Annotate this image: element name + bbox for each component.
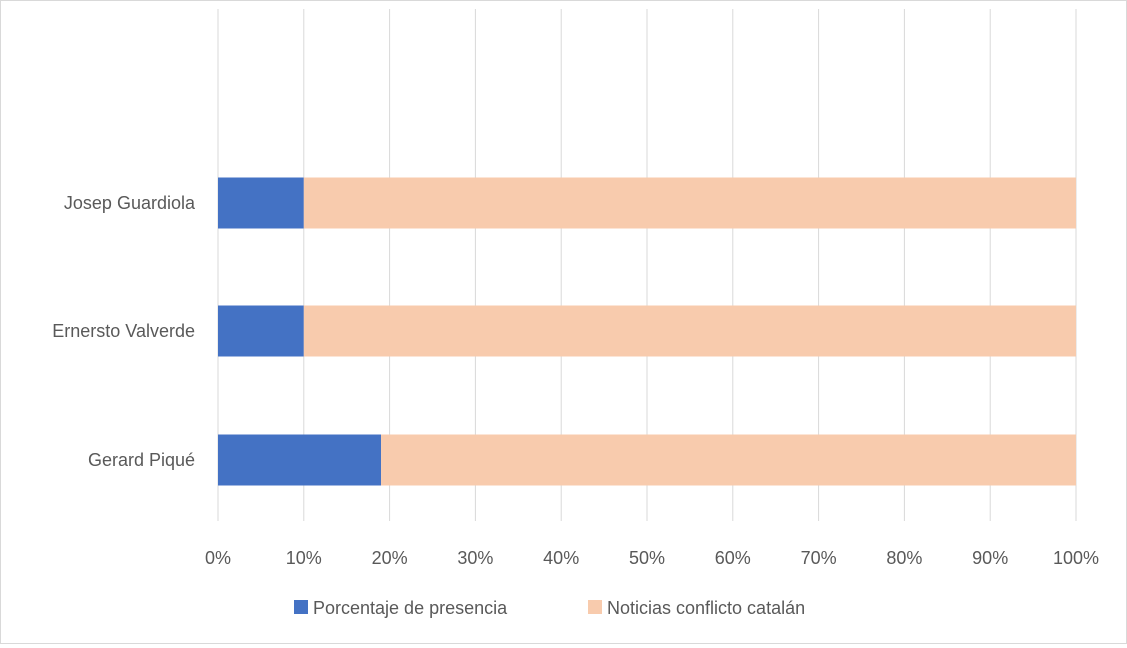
x-tick-labels: 0% 10% 20% 30% 40% 50% 60% 70% 80% 90% 100%: [205, 548, 1099, 568]
bar-segment-presencia: [218, 177, 304, 229]
bar-segment-noticias: [381, 434, 1076, 486]
x-tick-label: 20%: [372, 548, 408, 568]
bar-segment-presencia: [218, 305, 304, 357]
legend-label: Porcentaje de presencia: [313, 598, 508, 618]
bars: [218, 177, 1076, 486]
x-tick-label: 80%: [886, 548, 922, 568]
x-tick-label: 100%: [1053, 548, 1099, 568]
x-tick-label: 60%: [715, 548, 751, 568]
category-label: Ernersto Valverde: [52, 321, 195, 341]
x-tick-label: 30%: [457, 548, 493, 568]
legend: Porcentaje de presencia Noticias conflict…: [294, 598, 805, 618]
legend-swatch: [294, 600, 308, 614]
category-labels: Gerard Piqué Ernersto Valverde Josep Guard…: [52, 193, 196, 470]
x-tick-label: 0%: [205, 548, 231, 568]
x-tick-label: 70%: [801, 548, 837, 568]
bar-segment-presencia: [218, 434, 382, 486]
legend-swatch: [588, 600, 602, 614]
legend-label: Noticias conflicto catalán: [607, 598, 805, 618]
x-tick-label: 40%: [543, 548, 579, 568]
x-tick-label: 10%: [286, 548, 322, 568]
x-tick-label: 90%: [972, 548, 1008, 568]
bar-segment-noticias: [303, 305, 1076, 357]
x-tick-label: 50%: [629, 548, 665, 568]
category-label: Gerard Piqué: [88, 450, 195, 470]
category-label: Josep Guardiola: [64, 193, 196, 213]
bar-segment-noticias: [303, 177, 1076, 229]
